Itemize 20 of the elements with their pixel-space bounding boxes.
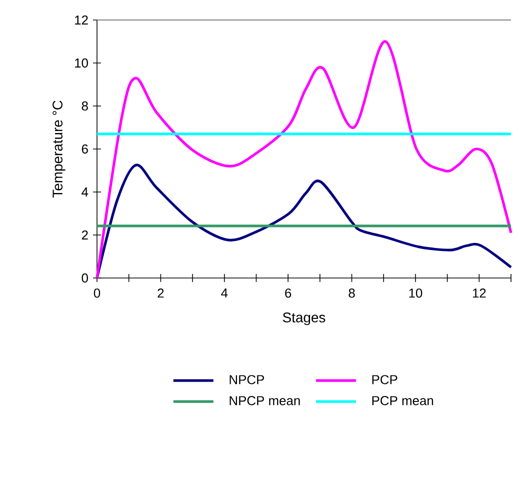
x-tick-label: 12: [472, 288, 486, 298]
x-tick-label: 4: [221, 288, 228, 298]
y-axis-title: Temperature °C: [52, 100, 66, 198]
x-tick-label: 0: [94, 288, 100, 298]
legend-label: PCP: [372, 375, 398, 384]
x-axis-title: Stages: [282, 312, 326, 326]
x-tick-label: 8: [348, 288, 355, 298]
x-tick-label: 10: [409, 288, 422, 298]
y-tick-label: 12: [75, 15, 88, 25]
y-tick-label: 0: [82, 273, 88, 283]
y-tick-label: 8: [82, 101, 88, 111]
x-tick-label: 2: [158, 288, 164, 298]
y-tick-label: 2: [82, 230, 88, 240]
legend-label: NPCP: [230, 375, 264, 384]
y-tick-label: 10: [75, 58, 88, 68]
legend-label: PCP mean: [372, 396, 434, 406]
x-tick-label: 6: [285, 288, 292, 298]
legend-label: NPCP mean: [230, 396, 300, 406]
y-tick-label: 4: [82, 188, 88, 196]
y-tick-label: 6: [82, 144, 88, 154]
